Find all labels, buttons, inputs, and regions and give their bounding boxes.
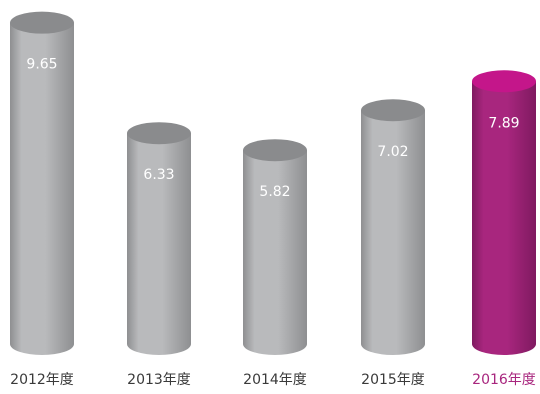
bar-top xyxy=(243,139,307,162)
bar-2013年度: 6.33 xyxy=(127,122,191,355)
value-label: 7.02 xyxy=(377,144,408,160)
bar-body xyxy=(127,133,191,355)
bar-2016年度: 7.89 xyxy=(472,70,536,355)
value-label: 7.89 xyxy=(488,115,519,131)
value-label: 9.65 xyxy=(26,57,57,73)
bar-top xyxy=(127,122,191,145)
bar-body xyxy=(243,150,307,355)
bar-2012年度: 9.65 xyxy=(10,11,74,356)
category-label: 2012年度 xyxy=(10,372,74,388)
bar-2014年度: 5.82 xyxy=(243,139,307,355)
category-label: 2015年度 xyxy=(361,372,425,388)
bar-body xyxy=(472,81,536,355)
bar-body xyxy=(10,22,74,356)
category-label: 2014年度 xyxy=(243,372,307,388)
bar-2015年度: 7.02 xyxy=(361,99,425,355)
category-label: 2013年度 xyxy=(127,372,191,388)
category-labels: 2012年度 2013年度 2014年度 2015年度 2016年度 xyxy=(10,372,536,388)
value-label: 5.82 xyxy=(259,184,290,200)
bar-top xyxy=(361,99,425,122)
bar-top xyxy=(10,11,74,34)
bars-group: 9.65 6.33 5.82 7.02 7.89 xyxy=(10,11,536,356)
category-label: 2016年度 xyxy=(472,372,536,388)
value-label: 6.33 xyxy=(143,167,174,183)
bar-top xyxy=(472,70,536,93)
bar-body xyxy=(361,110,425,355)
